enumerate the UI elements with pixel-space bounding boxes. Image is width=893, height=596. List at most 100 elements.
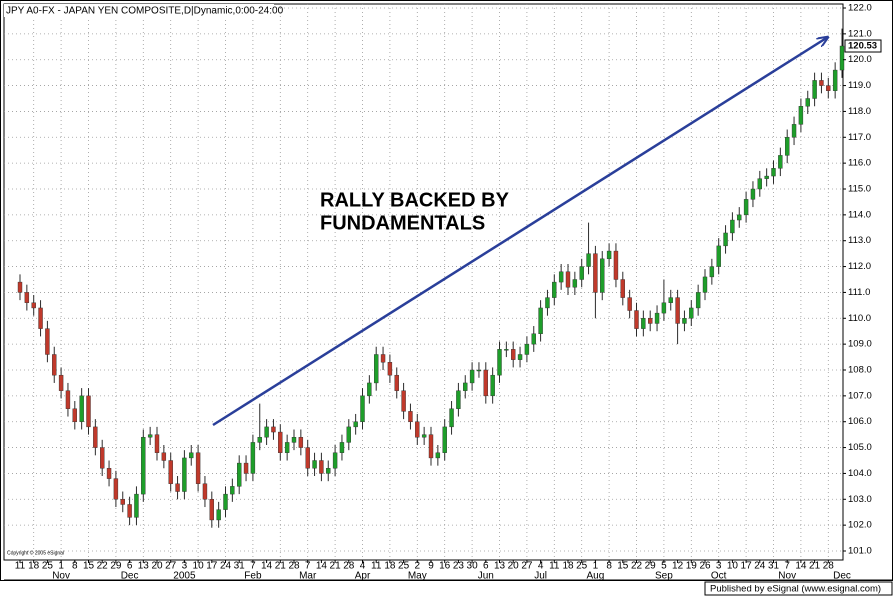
x-tick-label: 7: [784, 561, 790, 572]
annotation: FUNDAMENTALS: [320, 212, 485, 234]
candle-body: [552, 281, 557, 298]
x-month-label: Mar: [299, 571, 317, 582]
candle-body: [517, 354, 523, 360]
y-tick-label: 104.0: [848, 468, 872, 479]
candle-body: [675, 297, 680, 324]
candle-body: [620, 279, 625, 298]
candle-body: [524, 343, 530, 355]
candle-body: [456, 390, 461, 409]
x-tick-label: 18: [562, 561, 574, 572]
x-month-label: May: [408, 571, 427, 582]
y-tick-label: 108.0: [848, 365, 872, 376]
x-tick-label: 24: [754, 561, 766, 572]
candle-body: [284, 442, 290, 453]
y-tick-label: 109.0: [848, 339, 872, 350]
candle-body: [771, 168, 776, 177]
candle-body: [511, 349, 516, 360]
x-tick-label: 16: [439, 561, 451, 572]
candle-body: [785, 137, 790, 156]
candle-body: [565, 271, 571, 288]
candle-body: [326, 468, 331, 474]
x-tick-label: 14: [795, 561, 807, 572]
candle-body: [175, 483, 180, 492]
chart-title: JPY A0-FX - JAPAN YEN COMPOSITE,D|Dynami…: [6, 6, 284, 17]
candle-body: [189, 452, 194, 459]
x-tick-label: 6: [483, 561, 489, 572]
candle-body: [216, 509, 221, 521]
x-tick-label: 23: [453, 561, 465, 572]
x-month-label: Apr: [355, 571, 371, 582]
y-tick-label: 117.0: [848, 132, 871, 143]
candle-body: [230, 486, 235, 495]
candle-body: [531, 333, 536, 345]
x-tick-label: 20: [508, 561, 520, 572]
candle-body: [45, 328, 50, 355]
candle-body: [401, 390, 406, 412]
x-month-label: Oct: [711, 571, 727, 582]
x-tick-label: 8: [72, 561, 78, 572]
y-tick-label: 106.0: [848, 416, 872, 427]
x-tick-label: 28: [343, 561, 355, 572]
candle-body: [661, 302, 667, 314]
candle-body: [223, 493, 228, 510]
candle-body: [360, 395, 365, 422]
x-tick-label: 26: [699, 561, 711, 572]
candle-body: [31, 302, 36, 309]
candle-body: [648, 318, 653, 324]
y-tick-label: 121.0: [848, 28, 872, 39]
x-tick-label: 9: [428, 561, 434, 572]
candle-body: [65, 390, 71, 409]
candle-body: [147, 434, 153, 438]
candle-body: [271, 426, 276, 433]
candle-body: [24, 292, 30, 303]
candle-body: [490, 374, 495, 397]
candle-body: [305, 447, 310, 469]
candle-body: [127, 504, 132, 518]
x-month-label: Nov: [778, 571, 796, 582]
candle-body: [832, 69, 838, 91]
x-tick-label: 21: [330, 561, 342, 572]
x-tick-label: 30: [467, 561, 479, 572]
candle-body: [798, 106, 804, 125]
x-month-label: 2005: [173, 571, 196, 582]
y-tick-label: 110.0: [848, 313, 871, 324]
candle-body: [778, 155, 783, 169]
candle-body: [257, 437, 262, 443]
y-tick-label: 111.0: [848, 287, 870, 298]
candle-body: [469, 369, 475, 384]
candle-body: [161, 452, 167, 461]
plot-area: [3, 3, 844, 561]
last-price-box: [844, 39, 882, 53]
candle-body: [668, 297, 673, 303]
y-tick-label: 107.0: [848, 390, 872, 401]
candle-body: [839, 45, 845, 71]
candle-body: [154, 434, 160, 453]
x-tick-label: 31: [234, 561, 246, 572]
last-price: 120.53: [848, 41, 877, 52]
candle-body: [463, 382, 468, 391]
candle-body: [743, 199, 749, 216]
candle-body: [264, 426, 269, 438]
candle-body: [435, 452, 441, 459]
candle-body: [826, 85, 831, 91]
candle-body: [613, 250, 619, 280]
annotation: RALLY BACKED BY: [320, 189, 510, 211]
y-tick-label: 101.0: [848, 546, 872, 557]
candle-body: [236, 462, 242, 487]
x-tick-label: 27: [521, 561, 533, 572]
candle-body: [113, 478, 119, 500]
candle-body: [339, 442, 345, 453]
x-tick-label: 13: [494, 561, 506, 572]
x-tick-label: 10: [727, 561, 739, 572]
x-tick-label: 19: [686, 561, 698, 572]
x-tick-label: 25: [42, 561, 54, 572]
x-tick-label: 3: [182, 561, 188, 572]
candle-body: [723, 232, 728, 247]
candle-body: [387, 362, 393, 376]
candle-body: [52, 354, 57, 376]
candle-body: [58, 374, 64, 391]
candle-body: [504, 349, 509, 351]
x-tick-label: 11: [371, 561, 382, 572]
candle-body: [367, 382, 372, 397]
